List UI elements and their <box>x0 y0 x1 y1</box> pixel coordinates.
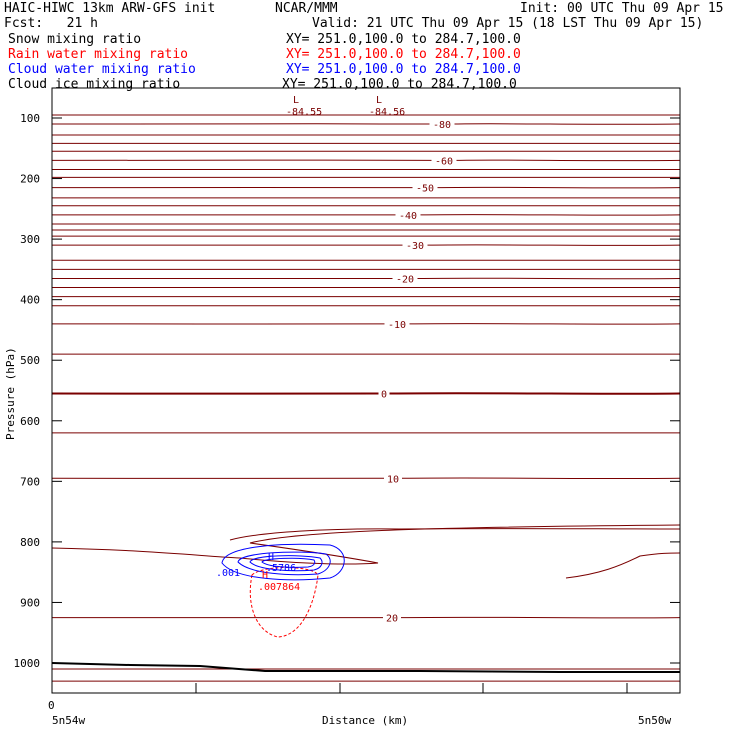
y-tick-label-1000: 1000 <box>14 657 41 670</box>
cloud-water-contour-mid <box>237 551 331 576</box>
isotherm-line <box>51 235 681 237</box>
isotherm-labeled-line <box>51 392 681 395</box>
isotherm-labeled-line <box>51 159 681 162</box>
isotherm-line <box>51 295 681 298</box>
rain-high-value: .007864 <box>258 582 300 593</box>
cloud-water-contour-inner <box>249 555 323 572</box>
isotherm-label: -80 <box>433 120 451 131</box>
isotherm-line <box>51 680 681 682</box>
isotherm-labeled-line <box>51 244 681 246</box>
x-left-end-label: 5n54w <box>52 714 85 727</box>
field-rain-xy: XY= 251.0,100.0 to 284.7,100.0 <box>286 47 521 62</box>
field-snow: Snow mixing ratio <box>8 32 142 47</box>
isotherm-line <box>51 142 681 145</box>
isotherm-labeled-line <box>51 277 681 280</box>
isotherm-line <box>51 229 681 231</box>
isotherm-label: -20 <box>396 274 414 285</box>
low-value-1: -84.55 <box>286 107 322 118</box>
y-tick-label-900: 900 <box>20 596 40 609</box>
isotherm-label: 10 <box>387 474 399 485</box>
low-marker-2: L <box>376 95 382 106</box>
y-tick-label-200: 200 <box>20 173 40 186</box>
init-time: Init: 00 UTC Thu 09 Apr 15 <box>520 1 724 16</box>
temperature-contours <box>51 114 681 682</box>
y-tick-label-100: 100 <box>20 112 40 125</box>
cloud-water-contour-outer <box>221 543 345 581</box>
low-value-2: -84.56 <box>369 107 405 118</box>
y-tick-label-500: 500 <box>20 354 40 367</box>
isotherm-line <box>51 286 681 289</box>
cloud-water-contour-label: .001 <box>216 568 240 579</box>
isotherm-label: 20 <box>386 614 398 625</box>
isotherm-labeled-line <box>51 214 681 216</box>
model-title: HAIC-HIWC 13km ARW-GFS init <box>4 1 216 16</box>
valid-time: Valid: 21 UTC Thu 09 Apr 15 (18 LST Thu … <box>312 16 704 31</box>
isotherm-label: -10 <box>388 320 406 331</box>
distance-axis <box>195 683 628 693</box>
forecast-hour: Fcst: 21 h <box>4 16 98 31</box>
isotherm-line <box>51 223 681 225</box>
field-snow-xy: XY= 251.0,100.0 to 284.7,100.0 <box>286 32 521 47</box>
isotherm-line <box>51 168 681 171</box>
isotherm-label: 0 <box>381 390 387 401</box>
isotherm-line <box>51 304 681 307</box>
isotherm-line <box>51 134 681 136</box>
field-cloud-water: Cloud water mixing ratio <box>8 62 196 77</box>
isotherm-perturbed-line <box>229 528 681 541</box>
isotherm-labeled-line <box>51 477 681 480</box>
y-axis-title: Pressure (hPa) <box>4 347 17 440</box>
isotherm-line <box>51 353 681 355</box>
field-rain: Rain water mixing ratio <box>8 47 189 62</box>
center-label: NCAR/MMM <box>275 1 338 16</box>
y-tick-label-600: 600 <box>20 415 40 428</box>
isotherm-line <box>51 432 681 434</box>
isotherm-line <box>51 268 681 271</box>
isotherm-line <box>51 197 681 199</box>
isotherm-labeled-line <box>51 123 681 125</box>
y-tick-label-300: 300 <box>20 233 40 246</box>
terrain-line <box>51 662 680 673</box>
x-tick-label-0: 0 <box>48 699 55 712</box>
isotherm-label: -30 <box>406 241 424 252</box>
isotherm-labeled-line <box>51 186 681 189</box>
isotherm-line <box>51 150 681 153</box>
rain-high-marker: H <box>262 570 268 581</box>
y-tick-label-800: 800 <box>20 536 40 549</box>
y-tick-label-700: 700 <box>20 475 40 488</box>
isotherm-label: -60 <box>435 156 453 167</box>
isotherm-line <box>51 205 681 207</box>
x-right-end-label: 5n50w <box>638 714 671 727</box>
cloud-water-high-marker: H <box>268 552 274 563</box>
isotherm-perturbed-line <box>51 524 681 565</box>
isotherm-labeled-line <box>51 616 681 619</box>
x-axis-title: Distance (km) <box>322 714 408 727</box>
field-cloud-water-xy: XY= 251.0,100.0 to 284.7,100.0 <box>286 62 521 77</box>
isotherm-label: -40 <box>399 211 417 222</box>
cloud-water-contour-core <box>261 557 316 568</box>
cloud-water-high-value: .5786 <box>266 563 296 574</box>
isotherm-line <box>51 668 681 670</box>
contour-labels: -80 -60 -50 -40 -30 -20 -10 0 10 20 <box>381 120 453 625</box>
isotherm-perturbed-line <box>565 552 681 579</box>
y-tick-label-400: 400 <box>20 294 40 307</box>
plot-frame <box>51 87 681 694</box>
isotherm-line <box>51 259 681 262</box>
low-marker-1: L <box>293 95 299 106</box>
isotherm-line <box>51 114 681 116</box>
isotherm-labeled-line <box>51 323 681 325</box>
isotherm-label: -50 <box>416 184 434 195</box>
isotherm-line <box>51 176 681 179</box>
